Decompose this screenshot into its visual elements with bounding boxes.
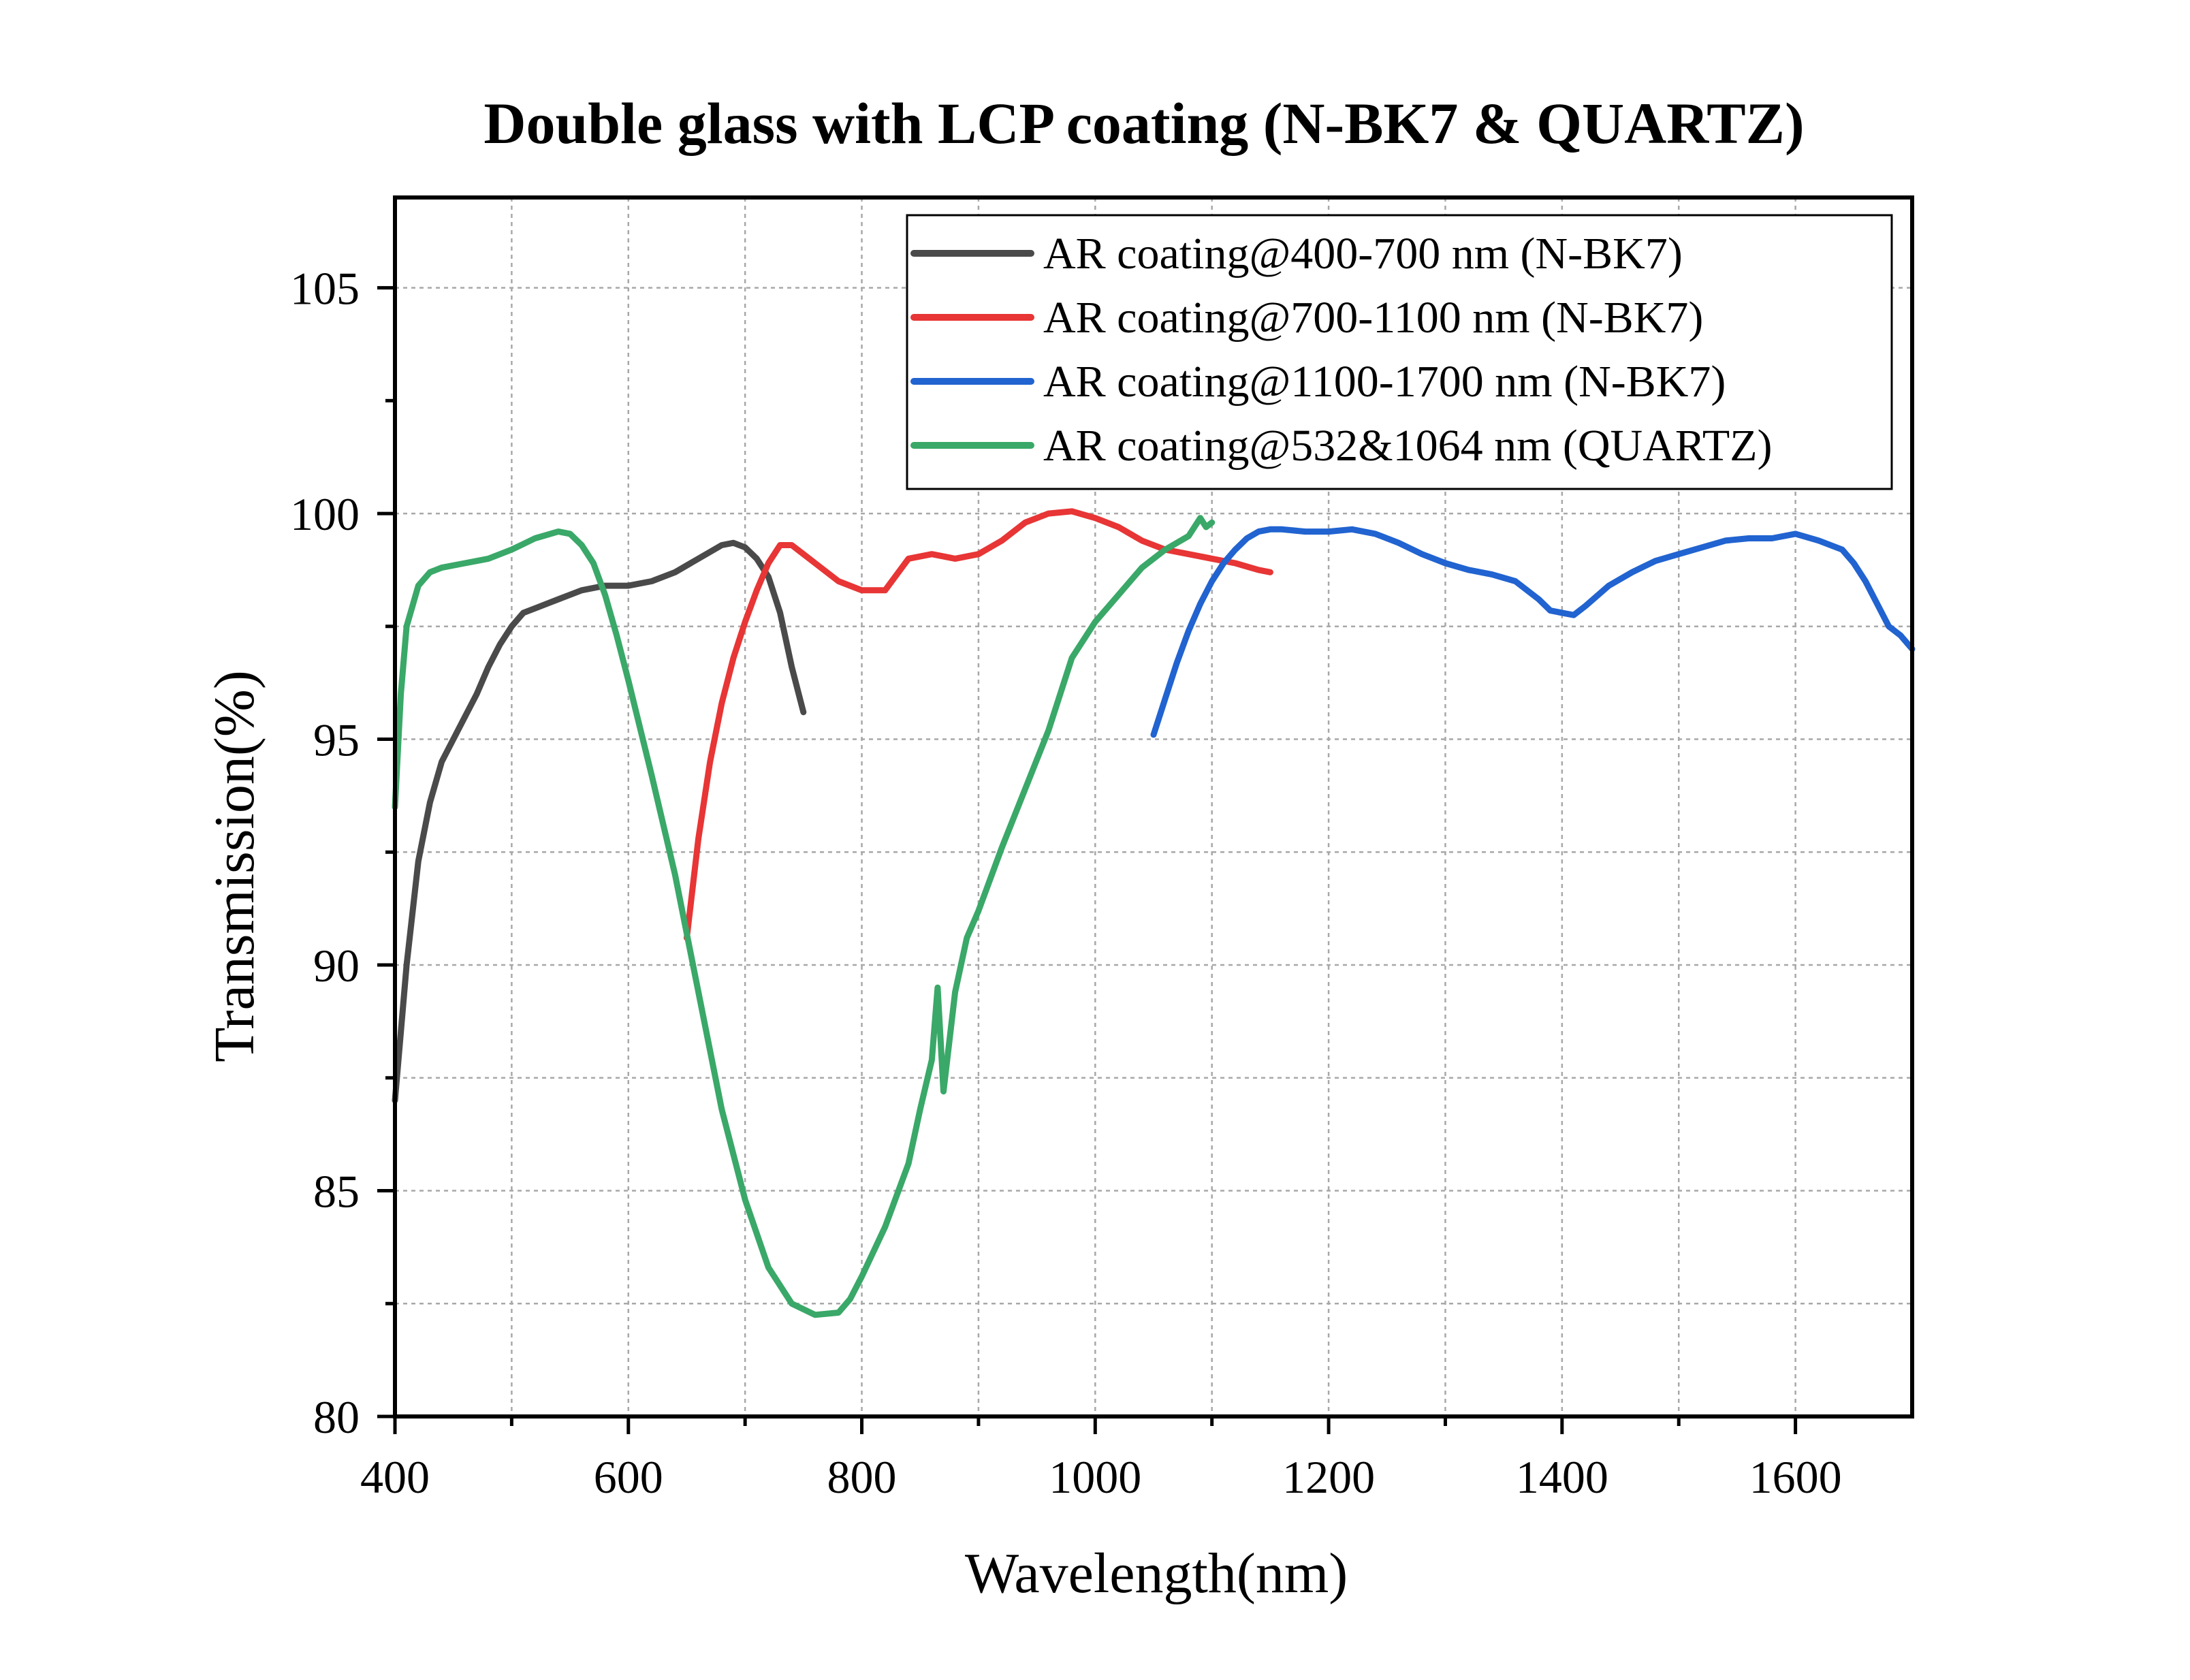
y-tick-label: 90 — [313, 940, 360, 992]
legend-label: AR coating@1100-1700 nm (N-BK7) — [1043, 357, 1726, 407]
x-tick-label: 600 — [594, 1451, 663, 1503]
x-tick-label: 1400 — [1516, 1451, 1608, 1503]
x-tick-label: 400 — [360, 1451, 430, 1503]
x-tick-label: 1000 — [1049, 1451, 1141, 1503]
y-tick-label: 95 — [313, 714, 360, 766]
y-axis-label: Transmission(%) — [203, 670, 266, 1062]
y-tick-label: 105 — [290, 263, 360, 315]
grid-layer — [395, 197, 1912, 1416]
legend-box — [906, 214, 1893, 490]
x-tick-label: 1600 — [1749, 1451, 1842, 1503]
series-layer — [392, 508, 1916, 1318]
legend-label: AR coating@700-1100 nm (N-BK7) — [1043, 293, 1703, 343]
y-tick-label: 85 — [313, 1166, 360, 1218]
legend-label: AR coating@532&1064 nm (QUARTZ) — [1043, 421, 1773, 471]
x-axis-label: Wavelength(nm) — [965, 1542, 1348, 1605]
x-tick-label: 1200 — [1282, 1451, 1375, 1503]
legend: AR coating@400-700 nm (N-BK7) AR coating@… — [906, 214, 1893, 490]
y-tick-label: 80 — [313, 1391, 360, 1443]
series-line-4 — [392, 515, 1216, 1318]
tick-layer: 400 600 800 1000 1200 1400 1600 80 85 90 95 100 105 — [290, 263, 1842, 1503]
legend-label: AR coating@400-700 nm (N-BK7) — [1043, 229, 1683, 279]
chart-title: Double glass with LCP coating (N-BK7 & Q… — [483, 91, 1804, 156]
y-tick-label: 100 — [290, 488, 360, 540]
series-line-3 — [1150, 526, 1916, 738]
series-line-1 — [392, 539, 807, 1104]
series-line-2 — [684, 508, 1273, 941]
plot-area-frame — [393, 195, 1914, 1419]
x-tick-label: 800 — [827, 1451, 897, 1503]
